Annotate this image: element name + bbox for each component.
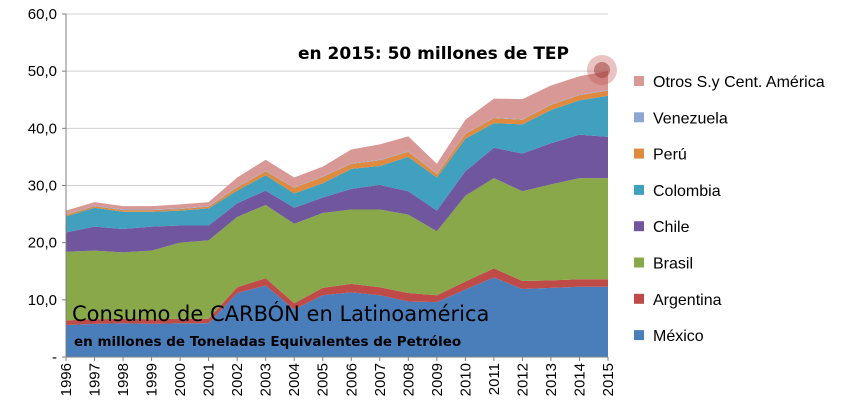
- legend-swatch: [634, 76, 644, 86]
- series-area-argentina: [66, 268, 608, 325]
- x-tick-label: 2002: [229, 363, 246, 396]
- legend-item: Brasil: [634, 256, 693, 273]
- x-tick-label: 2009: [429, 363, 446, 396]
- legend-item: Otros S.y Cent. América: [634, 74, 825, 91]
- x-tick-label: 2006: [343, 363, 360, 396]
- legend-label: Perú: [653, 147, 687, 164]
- series-area-chile: [66, 134, 608, 253]
- x-tick-label: 1997: [87, 363, 104, 396]
- x-tick-label: 2014: [571, 363, 588, 396]
- legend-swatch: [634, 184, 644, 195]
- legend-swatch: [634, 293, 644, 304]
- legend-label: Colombia: [653, 183, 721, 200]
- legend-label: México: [653, 328, 704, 345]
- x-tick-label: 2001: [201, 363, 218, 396]
- x-tick-label: 2012: [514, 363, 531, 396]
- legend-swatch: [634, 112, 644, 123]
- x-axis-ticks: 1996 1997 1998 1999 2000 2001 2002 2003 2004 2005…: [58, 357, 617, 396]
- annotation-text: en 2015: 50 millones de TEP: [298, 44, 569, 64]
- legend-item: Chile: [634, 219, 690, 236]
- legend-item: Perú: [634, 147, 687, 164]
- stacked-areas: [66, 71, 608, 357]
- series-area-colombia: [66, 95, 608, 233]
- series-area-brasil: [66, 178, 608, 321]
- series-area-otros-s-y-cent-america: [66, 71, 608, 215]
- chart-title: Consumo de CARBÓN en Latinoamérica: [72, 301, 489, 326]
- legend-item: México: [634, 328, 704, 345]
- y-tick-label: 30,0: [28, 178, 57, 195]
- legend-label: Brasil: [653, 256, 693, 273]
- x-tick-label: 1998: [115, 363, 132, 396]
- x-tick-label: 2005: [315, 363, 332, 396]
- x-tick-label: 2015: [600, 363, 617, 396]
- legend-label: Argentina: [653, 292, 722, 309]
- series-area-mexico: [66, 277, 608, 357]
- chart-subtitle: en millones de Toneladas Equivalentes de…: [74, 334, 461, 350]
- legend-item: Colombia: [634, 183, 721, 200]
- legend-swatch: [634, 257, 644, 268]
- legend-swatch: [634, 330, 644, 341]
- x-tick-label: 2013: [543, 363, 560, 396]
- y-tick-label: 40,0: [28, 120, 57, 137]
- legend-swatch: [634, 148, 644, 159]
- x-tick-label: 2000: [172, 363, 189, 396]
- x-tick-label: 2003: [258, 363, 275, 396]
- y-tick-label: 60,0: [28, 6, 57, 23]
- legend-label: Venezuela: [653, 110, 728, 127]
- highlight-dot: [594, 62, 610, 78]
- x-tick-label: 2008: [400, 363, 417, 396]
- x-tick-label: 1996: [58, 363, 75, 396]
- legend-swatch: [634, 221, 644, 232]
- y-tick-label: 50,0: [28, 63, 57, 80]
- y-tick-label: -: [52, 349, 57, 366]
- legend: Otros S.y Cent. América Venezuela Perú Colo…: [634, 74, 825, 345]
- legend-item: Venezuela: [634, 110, 728, 127]
- x-tick-label: 2010: [457, 363, 474, 396]
- x-tick-label: 2011: [486, 363, 503, 395]
- y-tick-label: 20,0: [28, 235, 57, 252]
- y-tick-label: 10,0: [28, 292, 57, 309]
- x-tick-label: 2007: [372, 363, 389, 396]
- legend-item: Argentina: [634, 292, 722, 309]
- x-tick-label: 1999: [144, 363, 161, 396]
- y-axis-ticks: - 10,0 20,0 30,0 40,0 50,0 60,0: [28, 6, 66, 366]
- legend-label: Chile: [653, 219, 690, 236]
- x-tick-label: 2004: [286, 363, 303, 396]
- highlight-marker: [587, 55, 617, 85]
- legend-label: Otros S.y Cent. América: [653, 74, 825, 91]
